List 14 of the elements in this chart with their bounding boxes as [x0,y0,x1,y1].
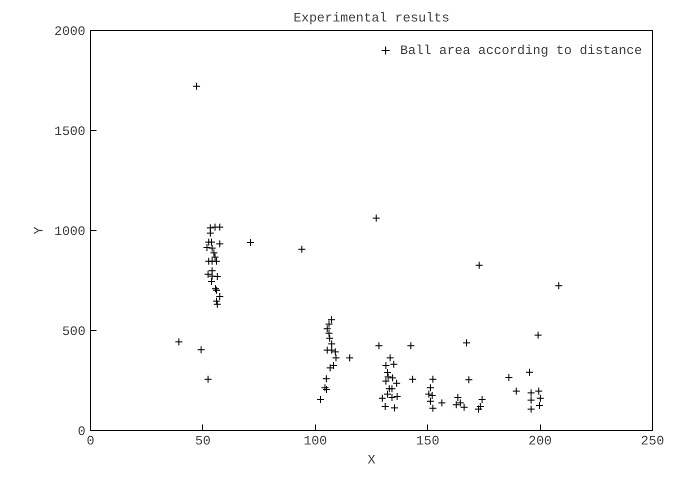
y-tick-label: 0 [78,424,86,439]
y-tick-label: 500 [62,324,86,339]
chart-title: Experimental results [293,10,450,26]
x-axis-title: X [368,452,376,468]
x-tick-label: 200 [528,434,552,448]
x-tick-label: 150 [416,434,440,448]
y-tick-label: 1500 [54,124,86,139]
y-axis-title: Y [31,226,46,234]
y-tick-label: 1000 [54,224,86,239]
x-tick-label: 250 [640,434,664,448]
x-tick-label: 50 [195,434,211,448]
legend-label: Ball area according to distance [400,42,642,58]
y-tick-label: 2000 [54,24,86,39]
x-tick-label: 100 [304,434,328,448]
